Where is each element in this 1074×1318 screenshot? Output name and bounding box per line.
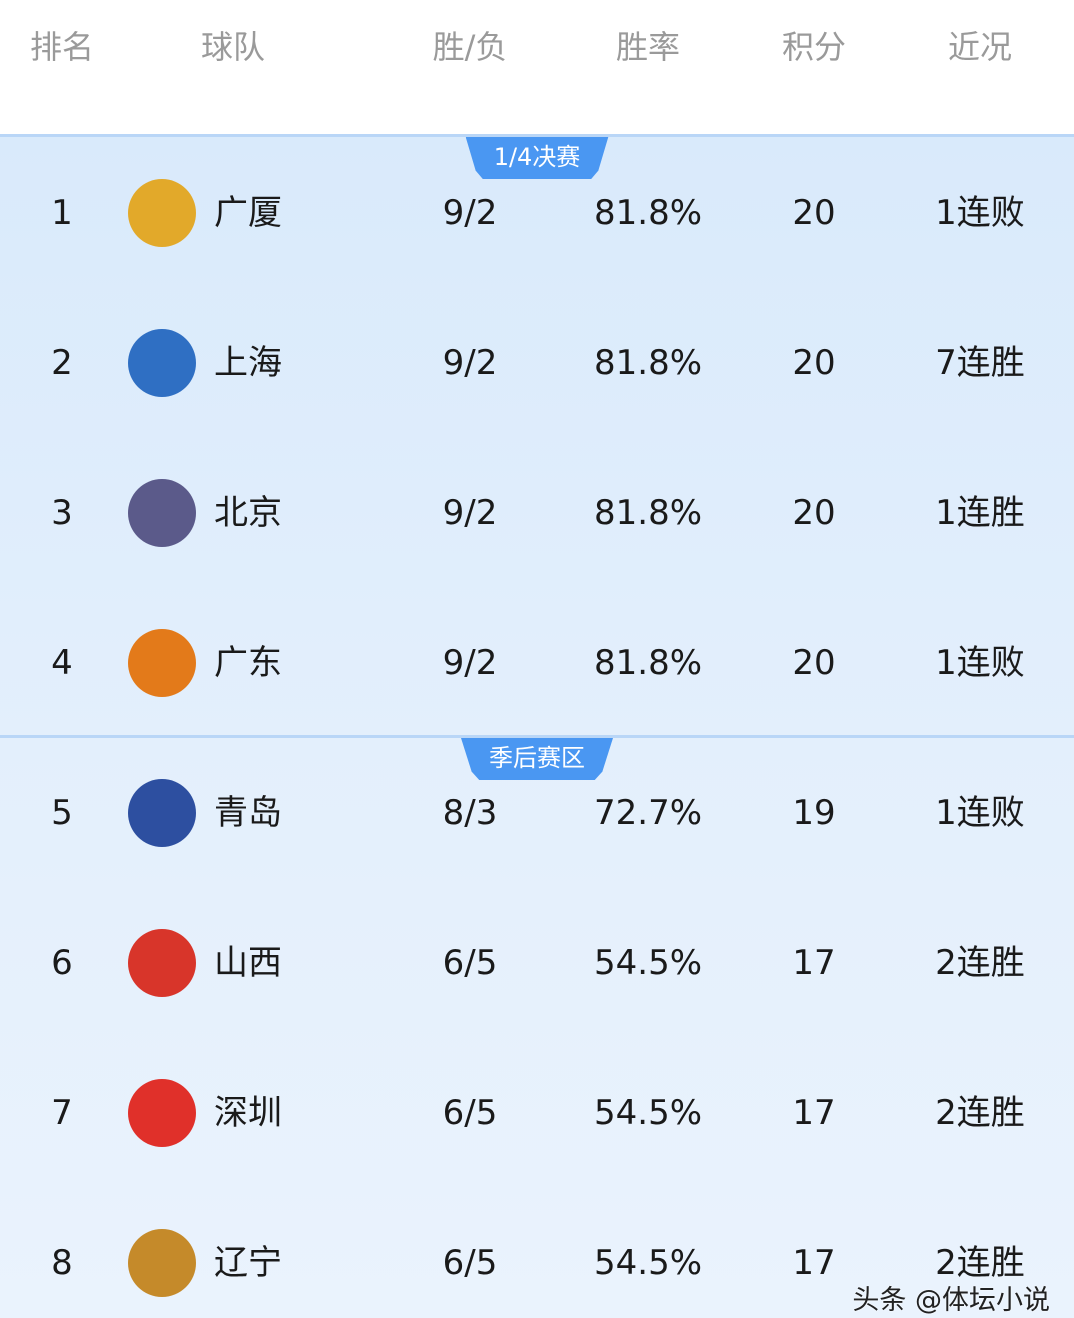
win-pct: 81.8% (593, 493, 703, 533)
win-pct: 54.5% (593, 943, 703, 983)
team-name[interactable]: 辽宁 (214, 1243, 282, 1283)
team-name[interactable]: 北京 (214, 493, 282, 533)
streak: 1连败 (935, 193, 1025, 233)
win-pct: 54.5% (593, 1243, 703, 1283)
points: 19 (792, 793, 836, 833)
win-loss: 6/5 (442, 1093, 498, 1133)
table-row[interactable]: 5 青岛 8/3 72.7% 19 1连败 (0, 779, 1074, 847)
table-row[interactable]: 4 广东 9/2 81.8% 20 1连败 (0, 629, 1074, 697)
table-row[interactable]: 8 辽宁 6/5 54.5% 17 2连胜 (0, 1229, 1074, 1297)
shenzhen-leopards-logo-icon (128, 1079, 196, 1147)
streak: 7连胜 (935, 343, 1025, 383)
guangdong-tigers-logo-icon (128, 629, 196, 697)
rank: 6 (51, 943, 73, 983)
points: 20 (792, 343, 836, 383)
win-loss: 9/2 (442, 343, 498, 383)
streak: 1连胜 (935, 493, 1025, 533)
table-row[interactable]: 2 上海 9/2 81.8% 20 7连胜 (0, 329, 1074, 397)
header-points: 积分 (781, 28, 847, 66)
header-pct: 胜率 (615, 28, 681, 66)
win-loss: 9/2 (442, 193, 498, 233)
team-name[interactable]: 山西 (214, 943, 282, 983)
rank: 1 (51, 193, 73, 233)
team-name[interactable]: 广东 (214, 643, 282, 683)
points: 20 (792, 193, 836, 233)
table-row[interactable]: 1 广厦 9/2 81.8% 20 1连败 (0, 179, 1074, 247)
header-wl: 胜/负 (432, 28, 508, 66)
win-pct: 81.8% (593, 643, 703, 683)
rank: 7 (51, 1093, 73, 1133)
win-loss: 9/2 (442, 493, 498, 533)
streak: 2连胜 (935, 1093, 1025, 1133)
table-row[interactable]: 3 北京 9/2 81.8% 20 1连胜 (0, 479, 1074, 547)
points: 17 (792, 1243, 836, 1283)
rank: 8 (51, 1243, 73, 1283)
win-loss: 6/5 (442, 1243, 498, 1283)
beijing-ducks-logo-icon (128, 479, 196, 547)
streak: 1连败 (935, 643, 1025, 683)
table-header: 排名 球队 胜/负 胜率 积分 近况 (0, 0, 1074, 136)
win-loss: 8/3 (442, 793, 498, 833)
header-team: 球队 (200, 28, 266, 66)
table-row[interactable]: 6 山西 6/5 54.5% 17 2连胜 (0, 929, 1074, 997)
team-name[interactable]: 广厦 (214, 193, 282, 233)
win-pct: 54.5% (593, 1093, 703, 1133)
header-rank: 排名 (29, 28, 95, 66)
section-badge: 1/4决赛 (465, 137, 609, 179)
watermark: 头条 @体坛小说 (852, 1285, 1050, 1316)
points: 17 (792, 1093, 836, 1133)
team-name[interactable]: 上海 (214, 343, 282, 383)
win-pct: 81.8% (593, 343, 703, 383)
liaoning-leopards-logo-icon (128, 1229, 196, 1297)
streak: 2连胜 (935, 1243, 1025, 1283)
win-loss: 6/5 (442, 943, 498, 983)
qingdao-eagles-logo-icon (128, 779, 196, 847)
rank: 5 (51, 793, 73, 833)
rank: 4 (51, 643, 73, 683)
zhejiang-lion-logo-icon (128, 179, 196, 247)
win-loss: 9/2 (442, 643, 498, 683)
streak: 1连败 (935, 793, 1025, 833)
header-streak: 近况 (947, 28, 1013, 66)
points: 20 (792, 493, 836, 533)
rank: 2 (51, 343, 73, 383)
streak: 2连胜 (935, 943, 1025, 983)
win-pct: 81.8% (593, 193, 703, 233)
section-badge: 季后赛区 (461, 738, 613, 780)
shanghai-sharks-logo-icon (128, 329, 196, 397)
team-name[interactable]: 青岛 (214, 793, 282, 833)
table-row[interactable]: 7 深圳 6/5 54.5% 17 2连胜 (0, 1079, 1074, 1147)
team-name[interactable]: 深圳 (214, 1093, 282, 1133)
win-pct: 72.7% (593, 793, 703, 833)
shanxi-logo-icon (128, 929, 196, 997)
rank: 3 (51, 493, 73, 533)
points: 20 (792, 643, 836, 683)
points: 17 (792, 943, 836, 983)
